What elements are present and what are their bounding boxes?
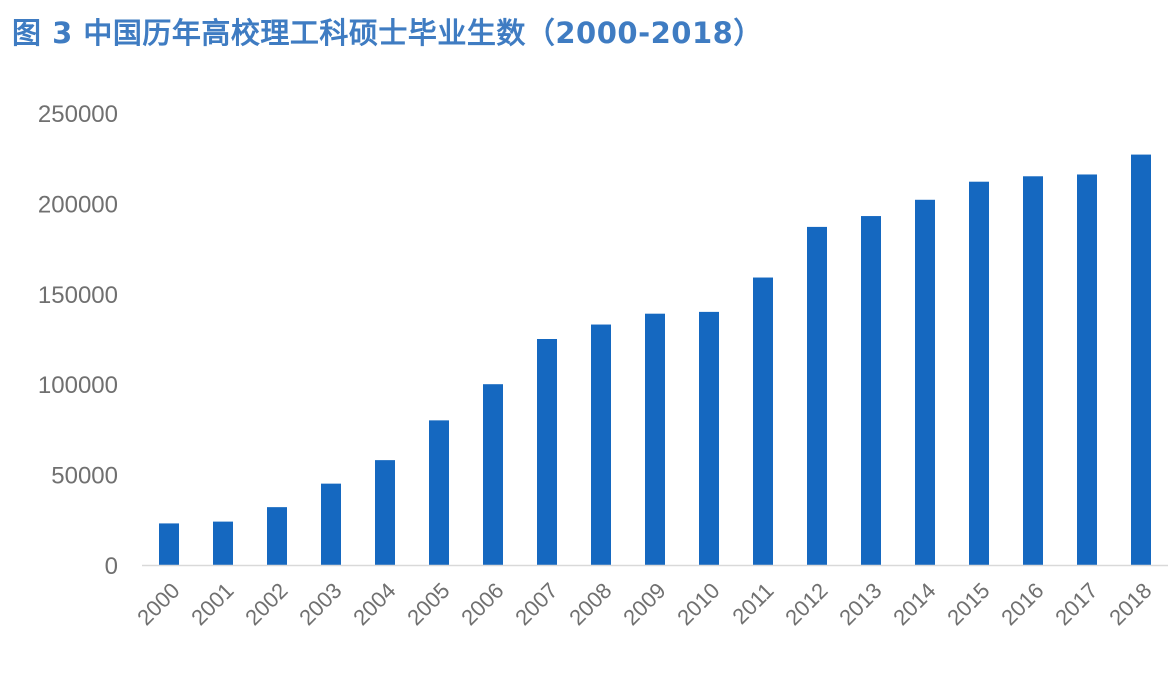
x-tick-label: 2008 xyxy=(564,578,616,630)
x-tick-label: 2004 xyxy=(348,578,400,630)
x-tick-label: 2005 xyxy=(402,578,454,630)
bar-2008 xyxy=(591,324,611,565)
chart-title: 图 3 中国历年高校理工科硕士毕业生数（2000-2018） xyxy=(12,16,763,50)
x-tick-label: 2011 xyxy=(727,578,778,629)
bar-2000 xyxy=(159,523,179,565)
bar-2006 xyxy=(483,384,503,565)
y-tick-label: 200000 xyxy=(38,191,118,218)
bar-2001 xyxy=(213,521,233,565)
y-tick-label: 150000 xyxy=(38,282,118,309)
y-tick-label: 0 xyxy=(105,553,118,580)
bar-2018 xyxy=(1131,154,1151,566)
bar-2002 xyxy=(267,507,287,565)
bar-2010 xyxy=(699,311,719,565)
bar-2007 xyxy=(537,339,557,565)
bar-2013 xyxy=(861,216,881,565)
x-tick-label: 2007 xyxy=(510,578,562,630)
x-tick-label: 2002 xyxy=(240,578,292,630)
x-tick-label: 2016 xyxy=(996,578,1048,630)
x-tick-label: 2003 xyxy=(294,578,346,630)
x-tick-label: 2009 xyxy=(618,578,670,630)
bar-2015 xyxy=(969,181,989,566)
bar-2016 xyxy=(1023,176,1043,565)
y-tick-label: 250000 xyxy=(38,101,118,128)
x-tick-label: 2017 xyxy=(1050,578,1102,630)
y-axis: 0 50000 100000 150000 200000 250000 xyxy=(38,101,118,580)
bar-2009 xyxy=(645,313,665,565)
x-axis: 2000 2001 2002 2003 2004 2005 2006 2007 2008 2009… xyxy=(132,578,1156,630)
x-tick-label: 2006 xyxy=(456,578,508,630)
bar-2004 xyxy=(375,460,395,565)
x-tick-label: 2015 xyxy=(942,578,994,630)
bar-2017 xyxy=(1077,174,1097,566)
y-tick-label: 100000 xyxy=(38,372,118,399)
bar-2003 xyxy=(321,483,341,565)
x-tick-label: 2013 xyxy=(834,578,886,630)
y-tick-label: 50000 xyxy=(51,463,118,490)
bar-2005 xyxy=(429,420,449,565)
x-tick-label: 2014 xyxy=(888,578,940,630)
x-tick-label: 2000 xyxy=(132,578,184,630)
bar-2014 xyxy=(915,199,935,565)
x-tick-label: 2018 xyxy=(1104,578,1156,630)
bar-2011 xyxy=(753,277,773,565)
x-tick-label: 2010 xyxy=(672,578,724,630)
x-tick-label: 2001 xyxy=(186,578,238,630)
x-tick-label: 2012 xyxy=(780,578,832,630)
bar-2012 xyxy=(807,226,827,566)
bars-group xyxy=(159,154,1151,566)
